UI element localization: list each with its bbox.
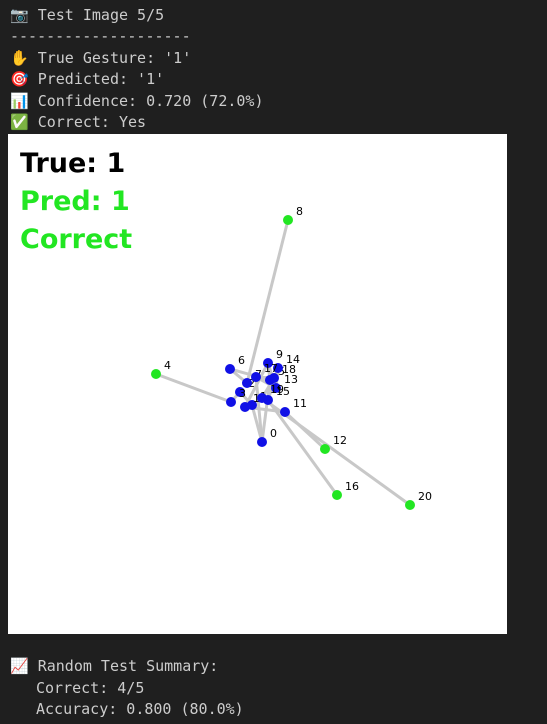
landmark (242, 378, 252, 388)
result-label: Correct (20, 224, 132, 255)
summary-accuracy: Accuracy: 0.800 (80.0%) (36, 700, 244, 718)
landmark (280, 407, 290, 417)
output-line: ✅ Correct: Yes (10, 113, 146, 131)
hand-landmarks: 01234567891011121314151617181920 (151, 205, 432, 510)
landmark-label: 15 (276, 385, 290, 398)
output-line: 📷 Test Image 5/5 (10, 6, 164, 24)
landmark-label: 0 (270, 427, 277, 440)
landmark (273, 363, 283, 373)
landmark-label: 14 (286, 353, 300, 366)
landmark (151, 369, 161, 379)
output-line: 🎯 Predicted: '1' (10, 70, 164, 88)
landmark (257, 393, 267, 403)
landmark (225, 364, 235, 374)
true-label: True: 1 (20, 148, 125, 179)
landmark-label: 9 (276, 348, 283, 361)
landmark-label: 4 (164, 359, 171, 372)
landmark-label: 20 (418, 490, 432, 503)
output-line: 📊 Confidence: 0.720 (72.0%) (10, 92, 263, 110)
landmark-label: 11 (293, 397, 307, 410)
landmark-label: 19 (270, 383, 284, 396)
landmark (251, 372, 261, 382)
landmark-label: 12 (333, 434, 347, 447)
pred-label: Pred: 1 (20, 186, 130, 217)
landmark (332, 490, 342, 500)
summary-title: 📈 Random Test Summary: (10, 657, 218, 675)
landmark-label: 8 (296, 205, 303, 218)
landmark-label: 6 (238, 354, 245, 367)
bone (254, 376, 264, 443)
bone (155, 372, 232, 404)
landmark (271, 383, 281, 393)
landmark-label: 13 (284, 373, 298, 386)
landmark-label: 18 (282, 363, 296, 376)
landmark (269, 373, 279, 383)
landmark-label: 16 (345, 480, 359, 493)
output-line: ✋ True Gesture: '1' (10, 49, 191, 67)
bone (245, 219, 290, 384)
landmark-label: 17 (264, 362, 278, 375)
landmark (283, 215, 293, 225)
landmark (320, 444, 330, 454)
landmark (226, 397, 236, 407)
landmark (263, 358, 273, 368)
landmark (240, 402, 250, 412)
bone (266, 399, 339, 496)
landmark (235, 387, 245, 397)
summary-correct: Correct: 4/5 (36, 679, 144, 697)
landmark (257, 437, 267, 447)
output-line: -------------------- (10, 27, 191, 45)
landmark (405, 500, 415, 510)
landmark-label: 3 (239, 387, 246, 400)
